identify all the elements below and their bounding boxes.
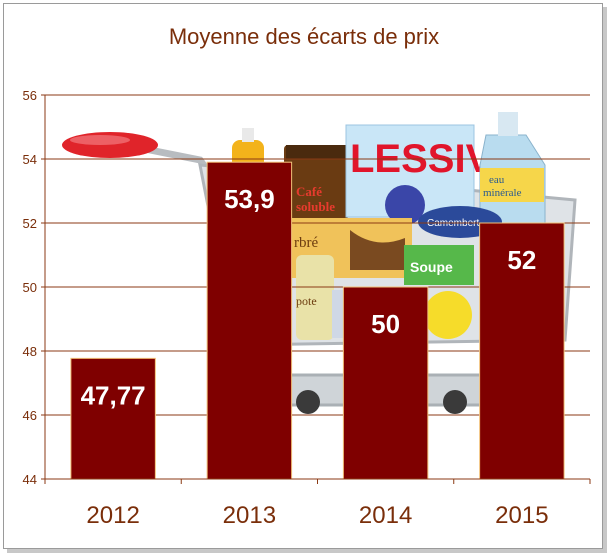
coffee-jar xyxy=(284,145,348,220)
bar-2014 xyxy=(342,286,429,480)
x-tick-label-2015: 2015 xyxy=(495,502,548,529)
data-label-2014: 50 xyxy=(371,309,400,339)
compote-jar xyxy=(296,255,334,340)
cart-wheel xyxy=(443,390,467,414)
x-tick-label-2014: 2014 xyxy=(359,502,412,529)
juice-bottle-cap xyxy=(242,128,254,142)
y-tick-label: 54 xyxy=(23,152,37,167)
x-tick-label-2013: 2013 xyxy=(223,502,276,529)
x-tick-label-2012: 2012 xyxy=(86,502,139,529)
x-axis-labels: 2012 2013 2014 2015 xyxy=(86,502,548,529)
y-tick-label: 44 xyxy=(23,472,37,487)
bar-2012 xyxy=(70,357,156,480)
data-label-2013: 53,9 xyxy=(224,184,275,214)
bar-2015 xyxy=(479,222,565,480)
water-label: eau xyxy=(489,174,505,186)
water-bottle-cap xyxy=(498,112,518,136)
cake-label: rbré xyxy=(294,235,318,251)
soup-label: Soupe xyxy=(410,259,453,275)
cart-handle-highlight xyxy=(70,135,130,145)
bar-2013 xyxy=(206,161,293,480)
y-tick-label: 56 xyxy=(23,88,37,103)
coffee-label: Café xyxy=(296,184,322,199)
y-axis-ticks: 44 46 48 50 52 54 56 xyxy=(23,88,45,487)
y-tick-label: 52 xyxy=(23,216,37,231)
data-labels: 47,77 53,9 50 52 xyxy=(81,184,537,410)
coffee-label-2: soluble xyxy=(296,199,335,214)
data-label-2015: 52 xyxy=(507,245,536,275)
y-tick-label: 46 xyxy=(23,408,37,423)
water-bottle-label xyxy=(480,168,544,202)
cake-slice xyxy=(350,230,405,270)
chart-title: Moyenne des écarts de prix xyxy=(169,24,439,49)
bars xyxy=(70,161,565,480)
data-label-2012: 47,77 xyxy=(81,380,146,410)
x-axis-ticks xyxy=(44,479,591,484)
water-label-2: minérale xyxy=(483,187,522,199)
detergent-swirl xyxy=(385,185,425,225)
y-tick-label: 48 xyxy=(23,344,37,359)
compote-label: pote xyxy=(296,294,317,308)
cart-wheel xyxy=(296,390,320,414)
y-tick-label: 50 xyxy=(23,280,37,295)
soup-box xyxy=(404,245,474,285)
coffee-jar-lid xyxy=(286,145,346,159)
lemon xyxy=(424,291,472,339)
